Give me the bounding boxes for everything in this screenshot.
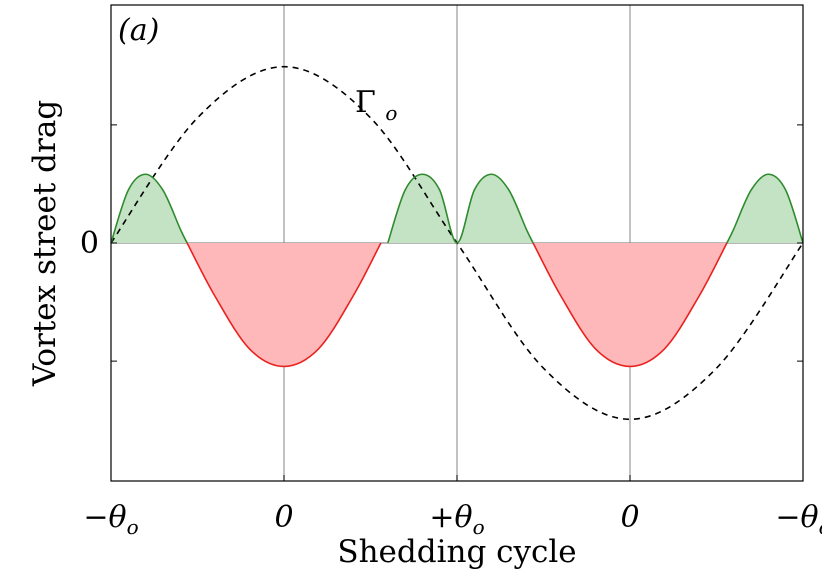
drag_negative-fill-1 xyxy=(533,243,727,367)
tick-labels: −θo 0 +θo 0 −θo 0 xyxy=(80,226,822,539)
x-axis-title: Shedding cycle xyxy=(337,534,576,570)
drag-fill-regions xyxy=(111,174,803,367)
y-tick-label-0: 0 xyxy=(80,226,99,261)
drag_positive-fill-2 xyxy=(726,174,803,243)
drag_negative-line-0 xyxy=(186,242,382,368)
x-tick-label-2: +θo xyxy=(429,500,484,539)
x-tick-label-4: −θo xyxy=(775,500,822,539)
drag_positive-fill-1 xyxy=(387,174,534,243)
axis-ticks xyxy=(110,124,804,481)
drag_positive-line-1 xyxy=(387,173,534,244)
x-tick-label-3: 0 xyxy=(620,500,639,535)
series-lines xyxy=(110,65,804,421)
drag_positive-line-0 xyxy=(110,173,188,244)
x-tick-label-0: −θo xyxy=(83,500,138,539)
drag_positive-line-2 xyxy=(726,173,804,244)
x-tick-label-1: 0 xyxy=(274,500,293,535)
gamma-annotation-sub: o xyxy=(385,101,397,125)
y-axis-title: Vortex street drag xyxy=(27,100,63,387)
drag_negative-fill-0 xyxy=(187,243,381,367)
panel-label: (a) xyxy=(118,13,159,48)
drag_positive-fill-0 xyxy=(111,174,188,243)
drag_negative-line-1 xyxy=(532,242,728,368)
gamma-annotation: Γ o xyxy=(355,85,397,125)
gamma-annotation-label: Γ xyxy=(355,85,376,120)
